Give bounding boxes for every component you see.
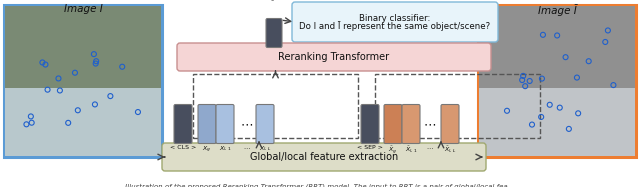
Bar [479,6,635,88]
FancyBboxPatch shape [198,105,216,143]
FancyBboxPatch shape [216,105,234,143]
FancyBboxPatch shape [177,43,491,71]
Text: $\cdots$: $\cdots$ [426,145,434,150]
Text: < SEP >: < SEP > [357,145,383,150]
Text: $\bar{X}_{l,1}$: $\bar{X}_{l,1}$ [404,145,417,154]
Bar [5,6,161,88]
Text: $\bar{X}_{l,L}$: $\bar{X}_{l,L}$ [444,145,456,154]
FancyBboxPatch shape [402,105,420,143]
Text: Image Ī: Image Ī [538,4,577,16]
Text: Global/local feature extraction: Global/local feature extraction [250,152,398,162]
Text: $Z_0^{CLS}$: $Z_0^{CLS}$ [266,0,282,5]
Text: $X_g$: $X_g$ [202,145,212,155]
FancyBboxPatch shape [4,5,162,157]
Text: $X_{l,L}$: $X_{l,L}$ [259,145,271,153]
Text: Do I and Ī represent the same object/scene?: Do I and Ī represent the same object/sce… [300,21,491,31]
FancyBboxPatch shape [441,105,459,143]
Bar [479,88,635,156]
FancyBboxPatch shape [292,2,498,42]
Text: < CLS >: < CLS > [170,145,196,150]
Text: $\cdots$: $\cdots$ [241,117,253,131]
Text: Reranking Transformer: Reranking Transformer [278,52,390,62]
Text: $\cdots$: $\cdots$ [424,117,436,131]
Text: $\bar{X}_g$: $\bar{X}_g$ [388,145,397,156]
FancyBboxPatch shape [174,105,192,143]
Text: Binary classifier:: Binary classifier: [359,13,431,22]
FancyBboxPatch shape [478,5,636,157]
FancyBboxPatch shape [266,19,282,47]
FancyBboxPatch shape [361,105,379,143]
FancyBboxPatch shape [256,105,274,143]
Text: Illustration of the proposed Reranking Transformer (RRT) model. The input to RRT: Illustration of the proposed Reranking T… [125,183,515,187]
Bar [5,88,161,156]
Text: $X_{l,1}$: $X_{l,1}$ [219,145,231,153]
FancyBboxPatch shape [162,143,486,171]
Text: Image I: Image I [63,4,102,14]
Text: $\cdots$: $\cdots$ [243,145,251,150]
FancyBboxPatch shape [384,105,402,143]
